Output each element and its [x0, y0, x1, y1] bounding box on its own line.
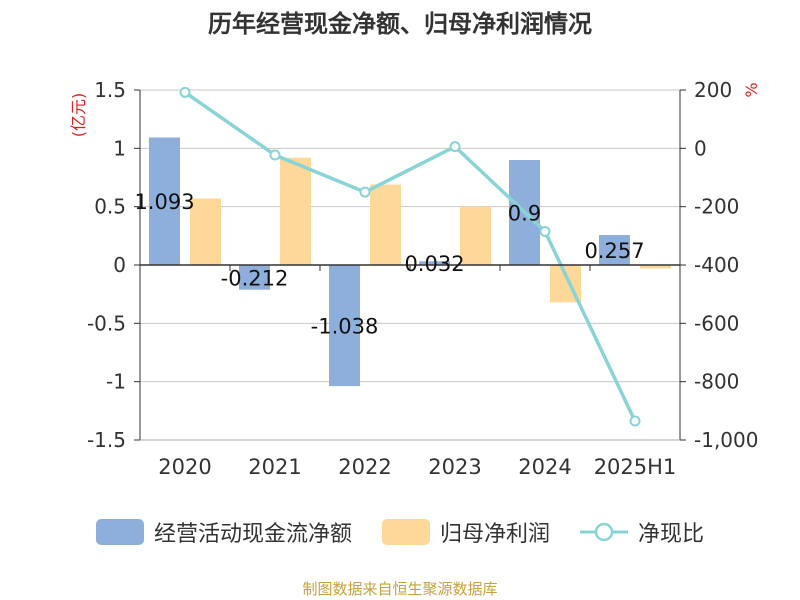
legend-item-cashflow[interactable]: 经营活动现金流净额	[95, 516, 352, 548]
left-tick-label: 0.5	[94, 195, 126, 219]
legend-item-net-profit[interactable]: 归母净利润	[381, 516, 550, 548]
cashflow-data-label: -0.212	[221, 266, 289, 290]
net-profit-bar	[190, 198, 221, 265]
left-tick-label: 1.5	[94, 78, 126, 102]
left-tick-label: -0.5	[87, 311, 126, 335]
ratio-point	[539, 225, 551, 237]
category-label: 2023	[428, 455, 481, 479]
cashflow-data-label: 1.093	[134, 190, 194, 214]
right-tick-label: -600	[694, 311, 739, 335]
cashflow-bar	[599, 235, 630, 265]
left-tick-label: -1	[106, 370, 126, 394]
ratio-point	[449, 141, 461, 153]
cashflow-bar	[419, 261, 450, 265]
right-tick-label: -1,000	[694, 428, 758, 452]
category-label: 2022	[338, 455, 391, 479]
chart-title: 历年经营现金净额、归母净利润情况	[208, 10, 592, 38]
cashflow-bar	[329, 265, 360, 387]
legend: 经营活动现金流净额 归母净利润 净现比	[0, 516, 800, 548]
legend-swatch-net-profit	[381, 519, 430, 545]
net-profit-bar	[280, 157, 311, 265]
legend-swatch-ratio	[580, 522, 628, 542]
legend-swatch-cashflow	[95, 519, 144, 545]
left-axis-label: (亿元)	[69, 93, 88, 138]
category-label: 2020	[158, 455, 211, 479]
right-tick-label: -200	[694, 195, 739, 219]
gridlines	[140, 89, 680, 383]
ratio-point	[629, 415, 641, 427]
legend-label-ratio: 净现比	[638, 522, 705, 547]
left-tick-label: 1	[113, 136, 126, 160]
cashflow-data-label: 0.257	[584, 239, 644, 263]
category-label: 2024	[518, 455, 571, 479]
right-tick-label: 200	[694, 78, 732, 102]
ratio-point	[359, 186, 371, 198]
legend-item-ratio[interactable]: 净现比	[580, 516, 704, 548]
net-profit-bar	[460, 206, 491, 265]
category-label: 2025H1	[594, 455, 677, 479]
axes: 1.5 1 0.5 0 -0.5 -1 -1.5 200 0 -200 -400 -600 -800 -1…	[69, 78, 761, 479]
cashflow-data-label: 0.9	[508, 202, 541, 226]
cashflow-bar	[239, 265, 270, 290]
data-labels: 1.093 -0.212 -1.038 0.032 0.9 0.257	[134, 190, 644, 338]
legend-label-net-profit: 归母净利润	[439, 522, 550, 547]
cashflow-bar	[149, 137, 180, 265]
category-label: 2021	[248, 455, 301, 479]
ratio-point	[179, 86, 191, 98]
right-tick-label: -800	[694, 370, 739, 394]
right-axis-label: %	[742, 82, 761, 97]
bars	[149, 137, 671, 387]
right-tick-label: -400	[694, 253, 739, 277]
cashflow-data-label: -1.038	[311, 315, 379, 339]
ratio-polyline	[183, 90, 637, 422]
left-tick-label: -1.5	[87, 428, 126, 452]
ratio-point	[269, 149, 281, 161]
source-note: 制图数据来自恒生聚源数据库	[302, 580, 498, 598]
legend-label-cashflow: 经营活动现金流净额	[153, 522, 352, 547]
net-profit-bar	[370, 184, 401, 265]
net-profit-bar	[640, 265, 671, 269]
right-tick-label: 0	[694, 136, 707, 160]
left-tick-label: 0	[113, 253, 126, 277]
ratio-line	[179, 86, 641, 427]
cashflow-data-label: 0.032	[404, 252, 464, 276]
